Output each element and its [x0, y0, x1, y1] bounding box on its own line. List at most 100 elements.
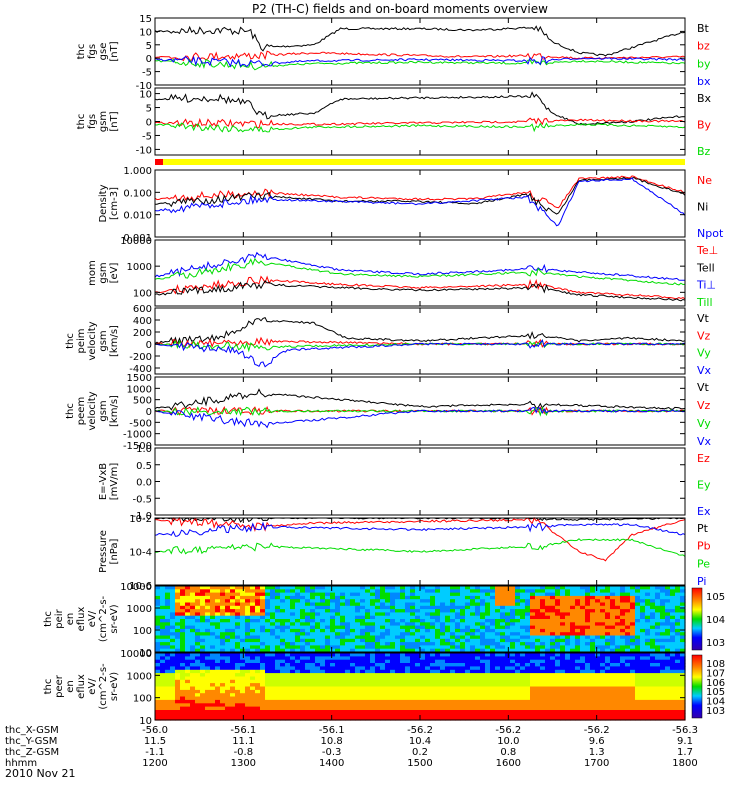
spectrogram-cell — [490, 663, 496, 667]
spectrogram-cell — [405, 586, 411, 590]
spectrogram-cell — [335, 706, 341, 711]
spectrogram-cell — [415, 595, 421, 600]
spectrogram-cell — [440, 686, 446, 691]
spectrogram-cell — [555, 686, 561, 691]
spectrogram-cell — [290, 673, 296, 678]
spectrogram-cell — [245, 599, 251, 604]
spectrogram-cell — [365, 605, 371, 610]
spectrogram-cell — [675, 619, 681, 623]
spectrogram-cell — [410, 625, 416, 630]
spectrogram-cell — [375, 663, 381, 667]
spectrogram-cell — [270, 653, 276, 657]
spectrogram-cell — [580, 605, 586, 610]
spectrogram-cell — [295, 642, 301, 646]
spectrogram-cell — [410, 628, 416, 633]
spectrogram-cell — [310, 619, 316, 623]
spectrogram-cell — [430, 669, 436, 674]
spectrogram-cell — [430, 645, 436, 650]
spectrogram-cell — [675, 689, 681, 694]
spectrogram-cell — [485, 713, 491, 718]
spectrogram-cell — [185, 605, 191, 610]
spectrogram-cell — [190, 602, 196, 607]
spectrogram-cell — [645, 663, 651, 667]
spectrogram-cell — [175, 653, 181, 657]
spectrogram-cell — [245, 676, 251, 681]
spectrogram-cell — [355, 703, 361, 708]
ephemeris-label: thc_Y-GSM — [5, 736, 57, 747]
spectrogram-cell — [465, 648, 471, 653]
spectrogram-cell — [415, 676, 421, 681]
spectrogram-cell — [570, 595, 576, 600]
spectrogram-cell — [525, 595, 531, 600]
spectrogram-cell — [465, 713, 471, 718]
spectrogram-cell — [655, 605, 661, 610]
spectrogram-cell — [635, 642, 641, 646]
spectrogram-cell — [675, 666, 681, 671]
spectrogram-cell — [295, 716, 301, 721]
spectrogram-cell — [380, 689, 386, 694]
spectrogram-cell — [185, 599, 191, 604]
spectrogram-cell — [425, 635, 431, 640]
spectrogram-cell — [335, 713, 341, 718]
spectrogram-cell — [380, 653, 386, 657]
spectrogram-cell — [415, 659, 421, 664]
panel-frame — [154, 447, 686, 516]
spectrogram-cell — [415, 669, 421, 674]
spectrogram-cell — [500, 669, 506, 674]
spectrogram-cell — [560, 716, 566, 721]
spectrogram-cell — [660, 669, 666, 674]
spectrogram-cell — [375, 602, 381, 607]
spectrogram-cell — [555, 609, 561, 613]
spectrogram-cell — [615, 653, 621, 657]
spectrogram-cell — [480, 656, 486, 661]
spectrogram-cell — [600, 586, 606, 590]
spectrogram-cell — [405, 663, 411, 667]
spectrogram-cell — [480, 673, 486, 678]
spectrogram-cell — [490, 648, 496, 653]
spectrogram-cell — [545, 689, 551, 694]
spectrogram-cell — [595, 619, 601, 623]
spectrogram-cell — [190, 659, 196, 664]
spectrogram-cell — [460, 699, 466, 704]
spectrogram-cell — [205, 703, 211, 708]
spectrogram-cell — [310, 703, 316, 708]
spectrogram-cell — [315, 689, 321, 694]
spectrogram-cell — [445, 648, 451, 653]
spectrogram-cell — [650, 666, 656, 671]
spectrogram-cell — [535, 589, 541, 594]
spectrogram-cell — [560, 696, 566, 701]
spectrogram-cell — [420, 628, 426, 633]
spectrogram-cell — [195, 605, 201, 610]
spectrogram-cell — [405, 696, 411, 701]
spectrogram-cell — [530, 673, 536, 678]
spectrogram-cell — [455, 638, 461, 643]
spectrogram-cell — [640, 699, 646, 704]
spectrogram-cell — [230, 710, 236, 714]
spectrogram-cell — [215, 586, 221, 590]
spectrogram-cell — [380, 609, 386, 613]
spectrogram-cell — [270, 663, 276, 667]
spectrogram-cell — [330, 612, 336, 617]
spectrogram-cell — [675, 693, 681, 698]
spectrogram-cell — [375, 638, 381, 643]
spectrogram-cell — [640, 648, 646, 653]
spectrogram-cell — [180, 716, 186, 721]
spectrogram-cell — [295, 599, 301, 604]
spectrogram-cell — [350, 693, 356, 698]
spectrogram-cell — [375, 716, 381, 721]
y-tick-label: 10 — [139, 716, 152, 727]
spectrogram-cell — [515, 710, 521, 714]
spectrogram-cell — [270, 703, 276, 708]
spectrogram-cell — [395, 642, 401, 646]
spectrogram-cell — [350, 628, 356, 633]
spectrogram-cell — [330, 703, 336, 708]
spectrogram-cell — [340, 609, 346, 613]
spectrogram-cell — [295, 689, 301, 694]
spectrogram-cell — [230, 638, 236, 643]
spectrogram-cell — [285, 605, 291, 610]
spectrogram-cell — [245, 679, 251, 684]
spectrogram-cell — [400, 693, 406, 698]
spectrogram-cell — [615, 679, 621, 684]
spectrogram-cell — [675, 612, 681, 617]
spectrogram-cell — [355, 716, 361, 721]
